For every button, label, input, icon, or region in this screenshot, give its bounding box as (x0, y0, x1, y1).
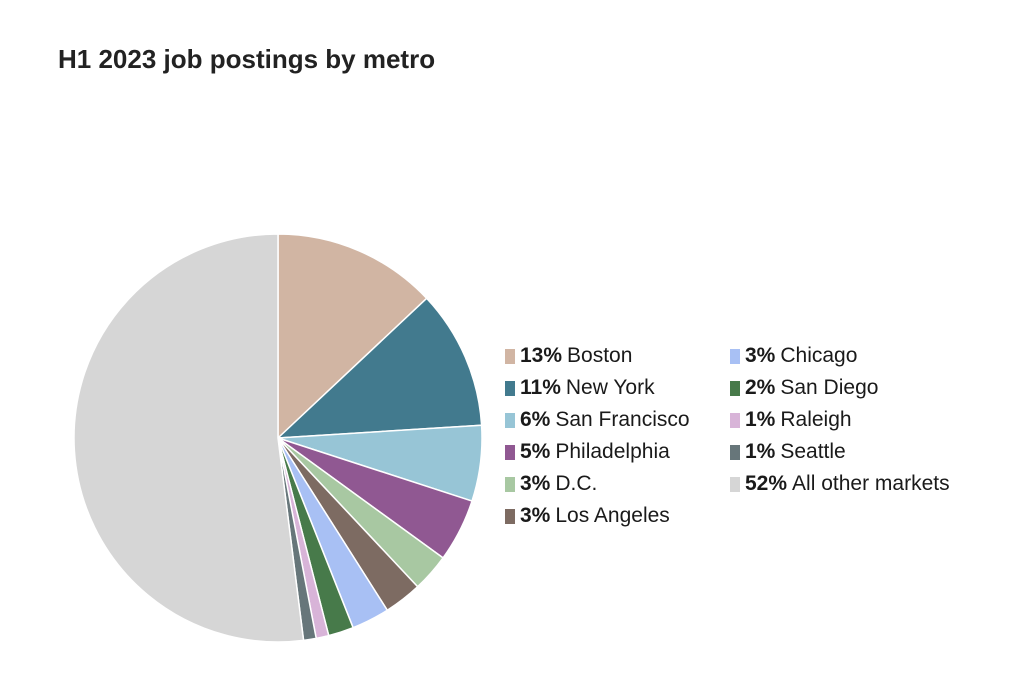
legend-label: Philadelphia (555, 440, 670, 463)
legend-swatch (730, 476, 740, 492)
legend-percent: 3% (520, 472, 551, 495)
legend-label: Chicago (780, 344, 858, 367)
legend-swatch (505, 380, 515, 396)
legend-label: D.C. (555, 472, 598, 495)
legend-swatch (730, 380, 740, 396)
pie-slice-all-other-markets (73, 233, 305, 643)
legend-swatch (505, 508, 515, 524)
pie-slice-new-york (277, 297, 483, 439)
legend-label: Boston (567, 344, 633, 367)
legend-swatch (730, 444, 740, 460)
legend-swatch (505, 348, 515, 364)
legend-column-1: 13% Boston 11% New York 6% San Francisco 5% Phi… (505, 340, 690, 532)
legend-percent: 3% (745, 344, 776, 367)
legend-column-2: 3% Chicago 2% San Diego 1% Raleigh 1% Seattle 52… (730, 340, 950, 500)
legend-percent: 1% (745, 440, 776, 463)
legend-percent: 11% (520, 376, 561, 399)
legend-label: San Francisco (555, 408, 690, 431)
chart-title: H1 2023 job postings by metro (58, 44, 436, 74)
legend-percent: 2% (745, 376, 776, 399)
legend-item-raleigh: 1% Raleigh (730, 404, 950, 436)
legend-swatch (505, 444, 515, 460)
legend-percent: 13% (520, 344, 563, 367)
legend-item-los-angeles: 3% Los Angeles (505, 500, 690, 532)
legend-label: San Diego (780, 376, 879, 399)
legend-label: Raleigh (780, 408, 852, 431)
legend-item-seattle: 1% Seattle (730, 436, 950, 468)
legend-percent: 5% (520, 440, 551, 463)
legend-item-philadelphia: 5% Philadelphia (505, 436, 690, 468)
legend-label: New York (565, 376, 655, 399)
legend-swatch (730, 412, 740, 428)
pie-chart (73, 233, 483, 643)
legend-percent: 1% (745, 408, 776, 431)
legend-swatch (505, 476, 515, 492)
pie-slice-boston (277, 233, 428, 439)
legend-swatch (505, 412, 515, 428)
legend-item-san-francisco: 6% San Francisco (505, 404, 690, 436)
legend-item-new-york: 11% New York (505, 372, 690, 404)
legend-label: All other markets (792, 472, 950, 495)
legend-percent: 52% (745, 472, 788, 495)
legend-percent: 3% (520, 504, 551, 527)
legend-item-chicago: 3% Chicago (730, 340, 950, 372)
legend-label: Seattle (780, 440, 846, 463)
legend-label: Los Angeles (555, 504, 670, 527)
legend-swatch (730, 348, 740, 364)
legend-item-boston: 13% Boston (505, 340, 690, 372)
legend-percent: 6% (520, 408, 551, 431)
legend-item-san-diego: 2% San Diego (730, 372, 950, 404)
legend-item-d-c: 3% D.C. (505, 468, 690, 500)
legend-item-all-other-markets: 52% All other markets (730, 468, 950, 500)
